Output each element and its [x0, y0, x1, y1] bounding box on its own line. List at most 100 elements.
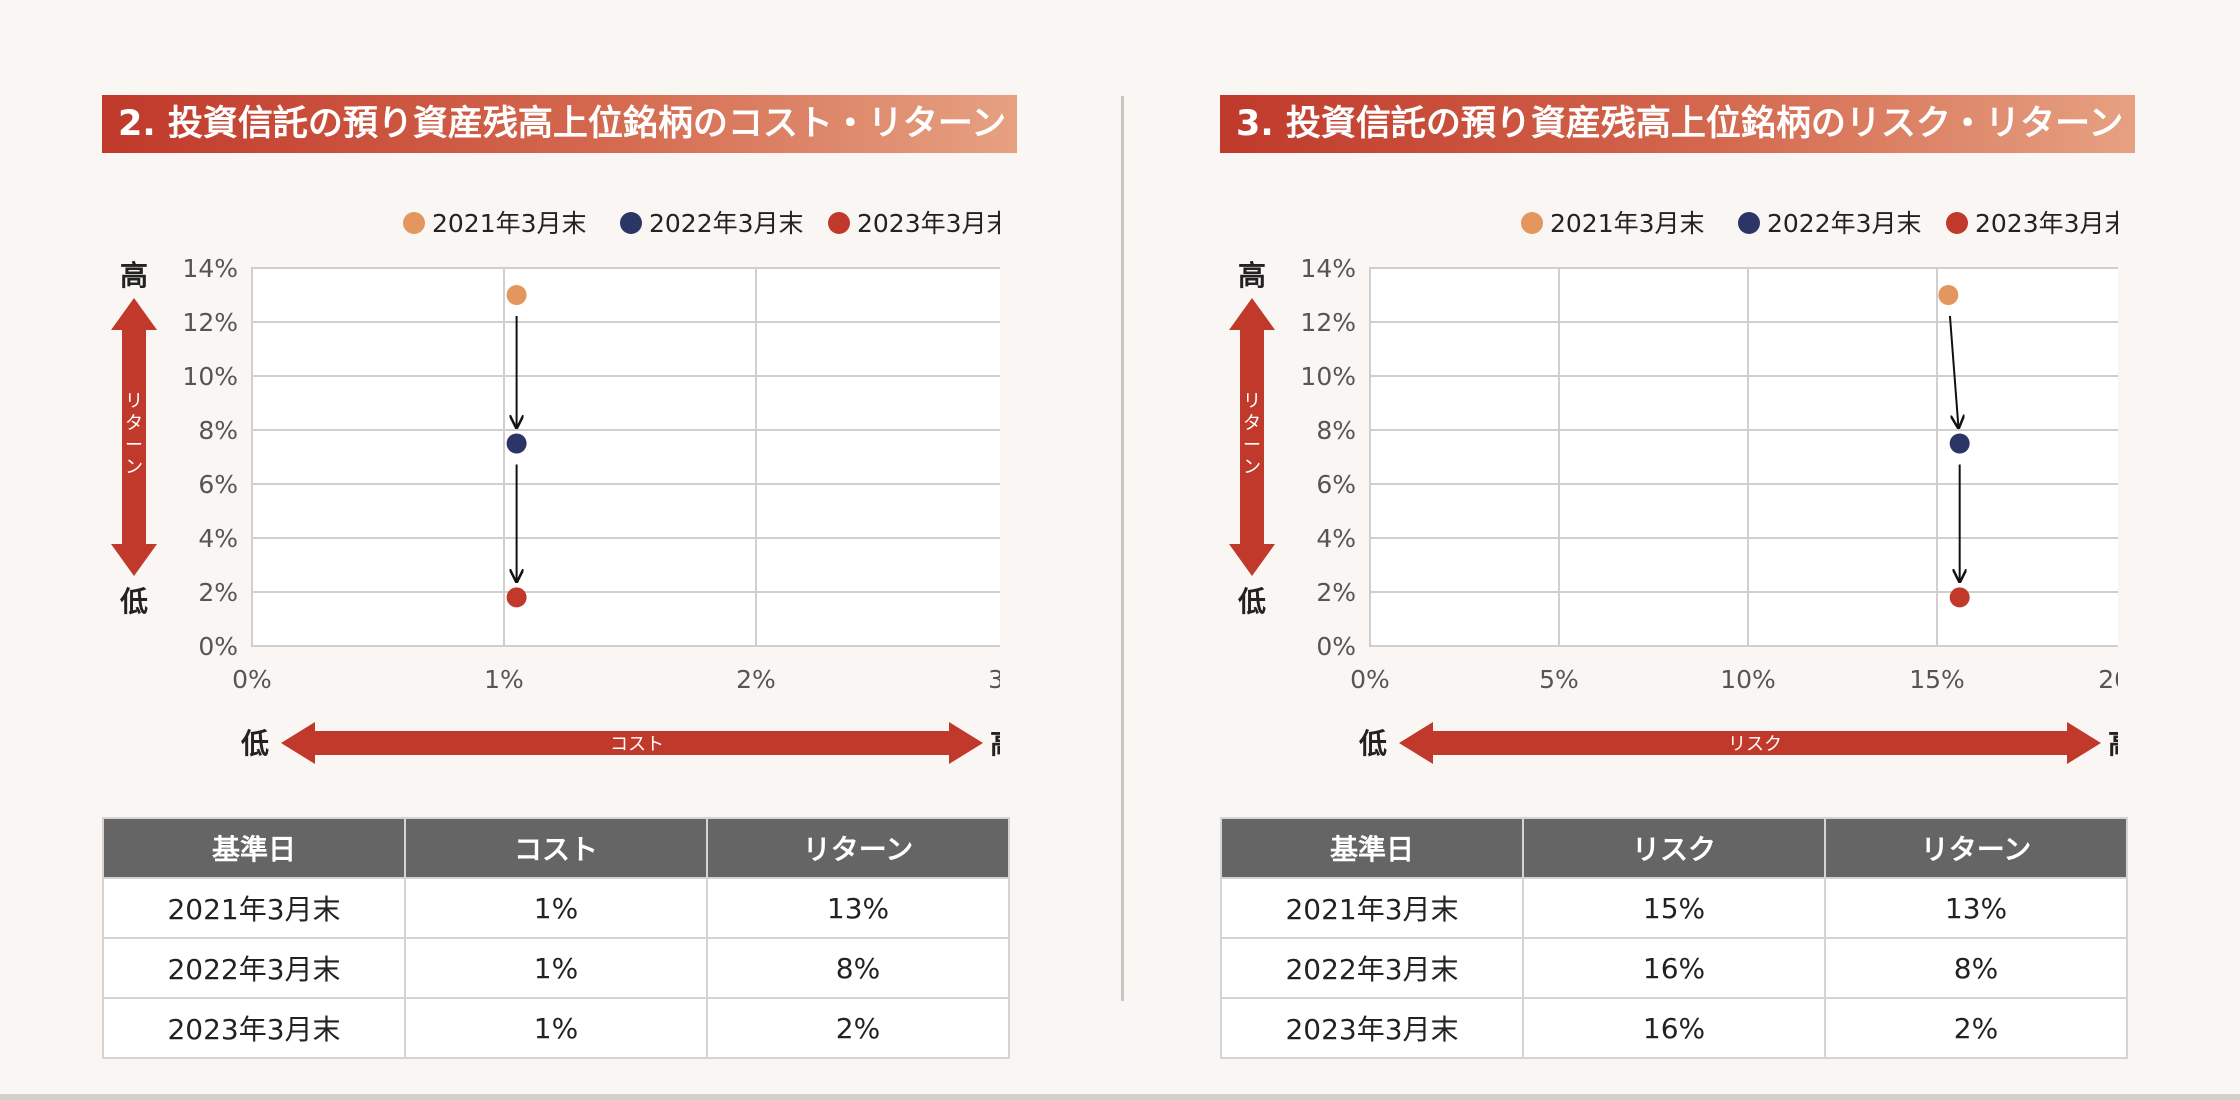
x-tick-label: 15% — [1909, 665, 1965, 694]
cell-date: 2022年3月末 — [102, 937, 406, 999]
bottom-bar — [0, 1094, 2240, 1100]
header-date: 基準日 — [102, 817, 406, 879]
x-axis-low-label: 低 — [1358, 727, 1387, 760]
table-row: 2022年3月末 1% 8% — [102, 937, 1010, 999]
y-tick-label: 4% — [1316, 524, 1356, 553]
y-tick-label: 14% — [1300, 254, 1356, 283]
risk-return-chart: 0% 2% 4% 6% 8% 10% 12% 14% 0% 5% 10% 15% 20% 2021年3月末… — [1229, 209, 2118, 764]
panel-divider — [1121, 96, 1124, 1001]
y-axis-label-char: ー — [125, 435, 143, 456]
x-axis-arrow-left — [1399, 722, 1433, 764]
x-tick-label: 0% — [1350, 665, 1390, 694]
x-axis-label: コスト — [610, 734, 664, 755]
cost-return-chart: 0% 2% 4% 6% 8% 10% 12% 14% 0% 1% 2% 3% 2021年3月末 2022年… — [111, 209, 1000, 764]
x-tick-label: 5% — [1539, 665, 1579, 694]
legend-marker — [1738, 212, 1760, 234]
y-axis-label-char: リ — [125, 391, 143, 412]
y-axis-label-char: ン — [125, 457, 143, 478]
cell-return: 13% — [706, 877, 1010, 939]
header-date: 基準日 — [1220, 817, 1524, 879]
y-tick-label: 4% — [198, 524, 238, 553]
cost-return-title: 2. 投資信託の預り資産残高上位銘柄のコスト・リターン — [102, 95, 1017, 153]
y-axis-arrow-down — [111, 544, 157, 576]
y-tick-label: 8% — [198, 416, 238, 445]
y-axis-label-char: ン — [1243, 457, 1261, 478]
legend-marker — [403, 212, 425, 234]
table-row: 2021年3月末 15% 13% — [1220, 877, 2128, 939]
y-tick-label: 12% — [182, 308, 238, 337]
cell-return: 2% — [1824, 997, 2128, 1059]
y-tick-label: 0% — [198, 632, 238, 661]
risk-return-title: 3. 投資信託の預り資産残高上位銘柄のリスク・リターン — [1220, 95, 2135, 153]
y-axis-arrow-down — [1229, 544, 1275, 576]
x-axis-arrow-right — [949, 722, 983, 764]
x-tick-label: 20% — [2098, 665, 2118, 694]
y-axis-label-char: タ — [1243, 413, 1261, 434]
data-point — [1949, 433, 1970, 454]
cell-date: 2023年3月末 — [102, 997, 406, 1059]
legend-label: 2023年3月末 — [857, 209, 1000, 238]
legend-label: 2022年3月末 — [1767, 209, 1922, 238]
table-row: 2022年3月末 16% 8% — [1220, 937, 2128, 999]
y-tick-label: 10% — [1300, 362, 1356, 391]
y-axis-label-char: タ — [125, 413, 143, 434]
x-axis-high-label: 高 — [2108, 727, 2118, 760]
cell-date: 2022年3月末 — [1220, 937, 1524, 999]
cell-cost: 1% — [404, 937, 708, 999]
y-axis-arrow-up — [111, 298, 157, 330]
x-axis-arrow-right — [2067, 722, 2101, 764]
cost-return-panel: 2. 投資信託の預り資産残高上位銘柄のコスト・リターン 0% 2% 4% 6% 8% 10… — [0, 0, 1017, 1100]
risk-return-table: 基準日 リスク リターン 2021年3月末 15% 13% 2022年3月末 1… — [1220, 817, 2128, 1059]
x-axis-arrow-shaft — [314, 731, 950, 755]
header-cost: コスト — [404, 817, 708, 879]
data-point — [506, 285, 527, 305]
cell-return: 8% — [706, 937, 1010, 999]
y-tick-label: 6% — [198, 470, 238, 499]
y-axis-high-label: 高 — [120, 259, 148, 292]
x-axis-low-label: 低 — [240, 727, 269, 760]
x-tick-label: 3% — [988, 665, 1000, 694]
x-axis-arrow-shaft — [1432, 731, 2068, 755]
cell-date: 2021年3月末 — [1220, 877, 1524, 939]
header-return: リターン — [1824, 817, 2128, 879]
header-risk: リスク — [1522, 817, 1826, 879]
y-axis-high-label: 高 — [1238, 259, 1266, 292]
table-header-row: 基準日 コスト リターン — [102, 817, 1010, 879]
cell-return: 2% — [706, 997, 1010, 1059]
y-axis-arrow-shaft — [122, 329, 146, 545]
plot-area — [1369, 267, 2118, 647]
y-tick-label: 14% — [182, 254, 238, 283]
header-return: リターン — [706, 817, 1010, 879]
cell-risk: 16% — [1522, 937, 1826, 999]
plot-area — [251, 267, 1000, 647]
x-tick-label: 10% — [1720, 665, 1776, 694]
x-axis-arrow-left — [281, 722, 315, 764]
cell-return: 8% — [1824, 937, 2128, 999]
x-axis-high-label: 高 — [990, 727, 1000, 760]
y-tick-label: 12% — [1300, 308, 1356, 337]
y-tick-label: 0% — [1316, 632, 1356, 661]
y-tick-label: 2% — [198, 578, 238, 607]
cost-return-table: 基準日 コスト リターン 2021年3月末 1% 13% 2022年3月末 1%… — [102, 817, 1010, 1059]
legend-label: 2023年3月末 — [1975, 209, 2118, 238]
x-axis-label: リスク — [1728, 734, 1782, 755]
y-tick-label: 6% — [1316, 470, 1356, 499]
legend-marker — [1946, 212, 1968, 234]
cell-date: 2021年3月末 — [102, 877, 406, 939]
y-axis-arrow-up — [1229, 298, 1275, 330]
x-tick-label: 2% — [736, 665, 776, 694]
legend-label: 2022年3月末 — [649, 209, 804, 238]
y-axis-low-label: 低 — [119, 585, 148, 618]
y-tick-label: 8% — [1316, 416, 1356, 445]
data-point — [506, 587, 527, 608]
data-point — [1938, 285, 1959, 305]
table-header-row: 基準日 リスク リターン — [1220, 817, 2128, 879]
cell-date: 2023年3月末 — [1220, 997, 1524, 1059]
x-tick-label: 1% — [484, 665, 524, 694]
table-row: 2023年3月末 16% 2% — [1220, 997, 2128, 1059]
legend-label: 2021年3月末 — [1550, 209, 1705, 238]
cell-cost: 1% — [404, 877, 708, 939]
legend-marker — [620, 212, 642, 234]
data-point — [1949, 587, 1970, 608]
table-row: 2021年3月末 1% 13% — [102, 877, 1010, 939]
